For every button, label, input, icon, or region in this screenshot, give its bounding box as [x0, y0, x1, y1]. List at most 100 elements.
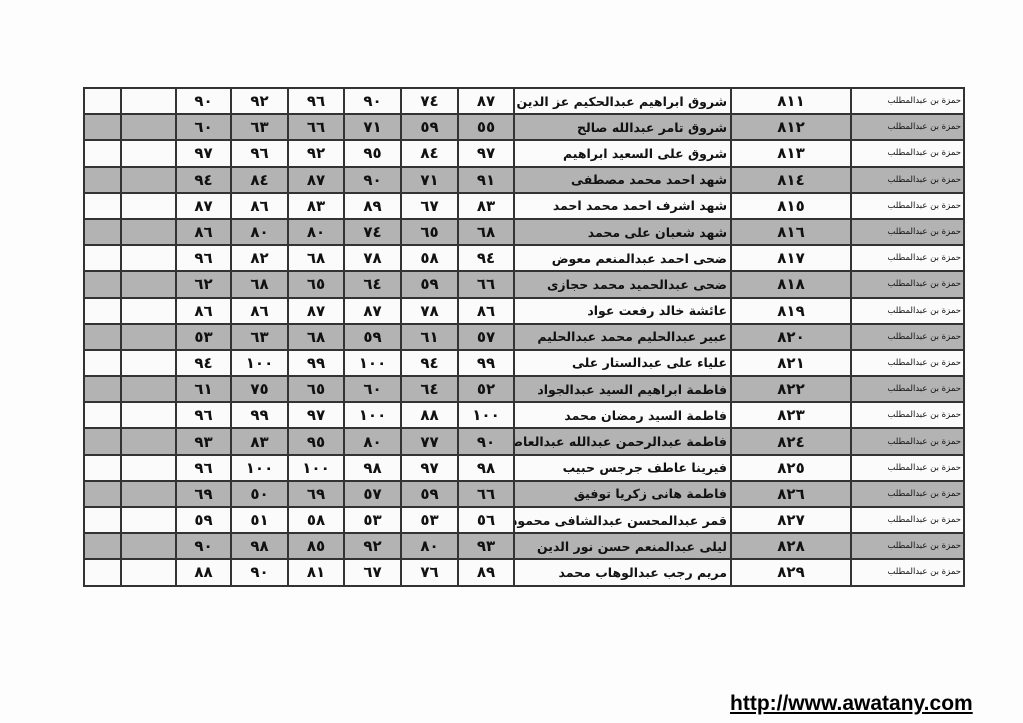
- score-cell: ٦٩: [287, 479, 345, 509]
- school-name-cell: حمزة بن عبدالمطلب: [850, 296, 965, 325]
- table-row: ٦١ ٧٥ ٦٥ ٦٠ ٦٤ ٥٢ فاطمة ابراهيم السيد عبدالجوا…: [83, 375, 965, 404]
- score-cell: ٦٧: [343, 558, 402, 587]
- score-cell: ٩٥: [287, 427, 345, 456]
- empty-cell: [83, 348, 122, 378]
- student-name-cell: شروق على السعيد ابراهيم: [513, 139, 732, 168]
- score-cell: ٩٣: [457, 532, 515, 561]
- score-cell: ٥٩: [400, 113, 459, 142]
- school-name-cell: حمزة بن عبدالمطلب: [850, 427, 965, 456]
- score-cell: ٩٧: [175, 139, 232, 168]
- score-cell: ٩٢: [287, 139, 345, 168]
- score-cell: ٩٥: [343, 139, 402, 168]
- score-cell: ٩٠: [343, 86, 402, 116]
- table-row: ٦٠ ٦٣ ٦٦ ٧١ ٥٩ ٥٥ شروق تامر عبدالله صالح ٨١٢ حمز…: [83, 113, 965, 142]
- score-cell: ٨٧: [287, 165, 345, 194]
- score-cell: ٦٢: [175, 270, 232, 299]
- score-cell: ٥٩: [175, 505, 232, 535]
- score-cell: ٩٢: [230, 86, 289, 116]
- score-cell: ٨٧: [175, 191, 232, 220]
- empty-cell: [83, 532, 122, 561]
- score-cell: ٨٠: [400, 532, 459, 561]
- score-cell: ٧٤: [400, 86, 459, 116]
- empty-cell: [120, 558, 177, 587]
- score-cell: ٥٣: [400, 505, 459, 535]
- table-body: ٩٠ ٩٢ ٩٦ ٩٠ ٧٤ ٨٧ شروق ابراهيم عبدالحكيم عز ال…: [83, 86, 965, 587]
- empty-cell: [120, 322, 177, 351]
- school-name-cell: حمزة بن عبدالمطلب: [850, 505, 965, 535]
- empty-cell: [120, 427, 177, 456]
- score-cell: ٨٤: [230, 165, 289, 194]
- empty-cell: [83, 139, 122, 168]
- school-name-cell: حمزة بن عبدالمطلب: [850, 244, 965, 273]
- student-name-cell: قمر عبدالمحسن عبدالشافى محمود: [513, 505, 732, 535]
- seat-number-cell: ٨١٨: [730, 270, 852, 299]
- school-name-cell: حمزة بن عبدالمطلب: [850, 375, 965, 404]
- score-cell: ٩٦: [175, 453, 232, 482]
- table-row: ٨٧ ٨٦ ٨٣ ٨٩ ٦٧ ٨٣ شهد اشرف احمد محمد احمد ٨١٥ حم…: [83, 191, 965, 220]
- empty-cell: [83, 244, 122, 273]
- empty-cell: [120, 296, 177, 325]
- empty-cell: [83, 427, 122, 456]
- score-cell: ٦٠: [175, 113, 232, 142]
- student-name-cell: فاطمة ابراهيم السيد عبدالجواد: [513, 375, 732, 404]
- school-name-cell: حمزة بن عبدالمطلب: [850, 270, 965, 299]
- table-row: ٩٦ ٩٩ ٩٧ ١٠٠ ٨٨ ١٠٠ فاطمة السيد رمضان محمد ٨٢٣ ح…: [83, 401, 965, 430]
- score-cell: ٥٨: [400, 244, 459, 273]
- empty-cell: [83, 165, 122, 194]
- table-row: ٥٣ ٦٣ ٦٨ ٥٩ ٦١ ٥٧ عبير عبدالحليم محمد عبدالحلي…: [83, 322, 965, 351]
- score-cell: ٥٧: [343, 479, 402, 509]
- score-cell: ٦٩: [175, 479, 232, 509]
- empty-cell: [120, 375, 177, 404]
- seat-number-cell: ٨١٥: [730, 191, 852, 220]
- seat-number-cell: ٨١٩: [730, 296, 852, 325]
- score-cell: ٥٣: [343, 505, 402, 535]
- score-cell: ٥٠: [230, 479, 289, 509]
- score-cell: ٨٣: [457, 191, 515, 220]
- score-cell: ٥٩: [343, 322, 402, 351]
- empty-cell: [83, 375, 122, 404]
- score-cell: ٦١: [400, 322, 459, 351]
- school-name-cell: حمزة بن عبدالمطلب: [850, 479, 965, 509]
- score-cell: ٥٧: [457, 322, 515, 351]
- empty-cell: [120, 348, 177, 378]
- score-cell: ٦٥: [287, 270, 345, 299]
- empty-cell: [120, 217, 177, 247]
- score-cell: ٦٦: [457, 270, 515, 299]
- student-name-cell: ضحى عبدالحميد محمد حجازى: [513, 270, 732, 299]
- table-row: ٩٠ ٩٨ ٨٥ ٩٢ ٨٠ ٩٣ ليلى عبدالمنعم حسن نور الدين…: [83, 532, 965, 561]
- score-cell: ٦٧: [400, 191, 459, 220]
- score-cell: ١٠٠: [457, 401, 515, 430]
- seat-number-cell: ٨١٦: [730, 217, 852, 247]
- website-url[interactable]: http://www.awatany.com: [730, 692, 973, 715]
- score-cell: ٩٧: [457, 139, 515, 168]
- table-row: ٩٦ ١٠٠ ١٠٠ ٩٨ ٩٧ ٩٨ فيرينا عاطف جرجس حبيب ٨٢٥ حم…: [83, 453, 965, 482]
- student-name-cell: ضحى احمد عبدالمنعم معوض: [513, 244, 732, 273]
- score-cell: ٩٨: [343, 453, 402, 482]
- score-cell: ٦٤: [400, 375, 459, 404]
- score-cell: ٩٩: [287, 348, 345, 378]
- seat-number-cell: ٨٢٢: [730, 375, 852, 404]
- score-cell: ٩٤: [400, 348, 459, 378]
- score-cell: ٩٤: [457, 244, 515, 273]
- student-name-cell: مريم رجب عبدالوهاب محمد: [513, 558, 732, 587]
- score-cell: ٨٤: [400, 139, 459, 168]
- empty-cell: [120, 191, 177, 220]
- seat-number-cell: ٨١١: [730, 86, 852, 116]
- seat-number-cell: ٨١٧: [730, 244, 852, 273]
- seat-number-cell: ٨٢٣: [730, 401, 852, 430]
- school-name-cell: حمزة بن عبدالمطلب: [850, 113, 965, 142]
- school-name-cell: حمزة بن عبدالمطلب: [850, 348, 965, 378]
- student-name-cell: علياء على عبدالستار على: [513, 348, 732, 378]
- empty-cell: [83, 558, 122, 587]
- score-cell: ٧٨: [400, 296, 459, 325]
- seat-number-cell: ٨١٤: [730, 165, 852, 194]
- score-cell: ٨٨: [175, 558, 232, 587]
- score-cell: ١٠٠: [287, 453, 345, 482]
- empty-cell: [83, 453, 122, 482]
- score-cell: ٩٦: [287, 86, 345, 116]
- empty-cell: [83, 296, 122, 325]
- table-row: ٩٤ ١٠٠ ٩٩ ١٠٠ ٩٤ ٩٩ علياء على عبدالستار على ٨٢١…: [83, 348, 965, 378]
- score-cell: ٨٢: [230, 244, 289, 273]
- score-cell: ٨٠: [230, 217, 289, 247]
- school-name-cell: حمزة بن عبدالمطلب: [850, 401, 965, 430]
